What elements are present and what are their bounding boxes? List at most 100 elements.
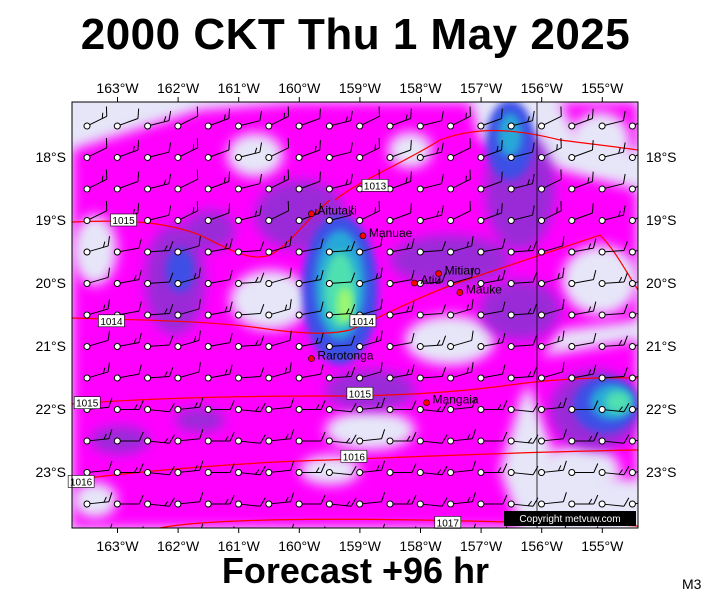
wind-barb — [356, 267, 383, 287]
isobar-label: 1015 — [346, 386, 374, 400]
wind-barb — [174, 267, 201, 287]
lon-label-top: 159°W — [339, 80, 382, 96]
wind-barb — [83, 267, 111, 287]
wind-barb — [598, 142, 626, 161]
wind-barb — [538, 200, 562, 224]
wind-barb — [386, 270, 415, 287]
wind-barb — [507, 272, 537, 287]
wind-barb — [507, 367, 537, 382]
wind-barb — [507, 173, 535, 193]
wind-barb — [598, 367, 628, 382]
wind-barbs — [83, 106, 638, 528]
lon-label-bottom: 160°W — [278, 538, 321, 554]
svg-text:1013: 1013 — [364, 181, 387, 192]
svg-text:1014: 1014 — [100, 317, 123, 328]
wind-barb — [83, 236, 111, 256]
wind-barb — [628, 245, 638, 256]
wind-barb — [83, 492, 113, 508]
wind-barb — [235, 241, 265, 256]
place-label: Rarotonga — [317, 349, 373, 363]
place-dot-icon — [423, 399, 430, 407]
wind-barb — [538, 106, 562, 130]
wind-barb — [386, 494, 417, 508]
wind-barb — [204, 171, 231, 193]
lon-label-bottom: 163°W — [96, 538, 139, 554]
wind-barb — [538, 429, 567, 445]
copyright-text: Copyright metvuw.com — [519, 514, 620, 525]
wind-barb — [204, 333, 233, 350]
isobar-label: 1013 — [361, 179, 389, 192]
wind-barb — [538, 460, 567, 476]
lon-label-top: 163°W — [96, 80, 139, 96]
lon-label-bottom: 156°W — [521, 538, 564, 554]
wind-barb — [568, 301, 597, 319]
wind-barb — [447, 106, 471, 130]
wind-barb — [265, 330, 292, 350]
wind-barb — [83, 200, 108, 224]
wind-barb — [204, 108, 231, 130]
wind-barb — [325, 367, 356, 382]
wind-barb — [598, 335, 628, 350]
wind-barb — [235, 272, 265, 287]
wind-barb — [386, 108, 412, 130]
wind-barb — [568, 108, 594, 130]
lon-label-top: 161°W — [218, 80, 261, 96]
isobar-label: 1014 — [349, 314, 377, 328]
wind-barb — [235, 367, 265, 382]
wind-barb — [265, 362, 292, 382]
lat-label-left: 23°S — [35, 464, 66, 480]
copyright-badge: Copyright metvuw.com — [504, 511, 636, 526]
wind-barb — [325, 304, 356, 319]
wind-barb — [295, 431, 326, 445]
wind-barb — [204, 270, 233, 287]
lat-label-left: 22°S — [35, 401, 66, 417]
wind-barb — [416, 205, 444, 224]
wind-barb — [598, 466, 630, 476]
wind-barb — [416, 173, 444, 193]
wind-barb — [598, 497, 630, 508]
place-mauke: Mauke — [456, 282, 502, 296]
wind-barb — [416, 335, 447, 350]
wind-barb — [144, 173, 172, 193]
wind-barb — [477, 140, 503, 161]
wind-barb — [538, 137, 562, 161]
forecast-label: Forecast +96 hr — [221, 550, 490, 591]
wind-barb — [416, 241, 447, 256]
lon-label-bottom: 155°W — [581, 538, 624, 554]
wind-barb — [83, 330, 111, 350]
wind-barb — [447, 492, 476, 508]
wind-barb — [477, 494, 508, 508]
wind-barb — [472, 523, 476, 528]
wind-barb — [325, 173, 353, 193]
wind-barb — [325, 335, 356, 350]
wind-barb — [447, 397, 476, 413]
lat-label-left: 18°S — [35, 149, 66, 165]
wind-barb — [235, 434, 266, 445]
wind-barb — [144, 272, 174, 287]
wind-barb — [325, 403, 357, 413]
isobar-label: 1014 — [98, 314, 125, 328]
wind-barb — [174, 492, 204, 508]
lon-label-top: 162°W — [157, 80, 200, 96]
lon-label-top: 157°W — [460, 80, 503, 96]
wind-barb — [113, 431, 144, 445]
wind-barb — [386, 364, 415, 382]
place-label: Mangaia — [433, 393, 479, 407]
wind-barb — [113, 494, 144, 508]
wind-barb — [447, 236, 474, 256]
lat-label-right: 22°S — [646, 401, 677, 417]
place-rarotonga: Rarotonga — [308, 349, 374, 363]
wind-barb — [295, 364, 324, 382]
wind-barb — [477, 463, 508, 476]
wind-barb — [356, 429, 386, 445]
wind-barb — [295, 400, 326, 413]
place-dot-icon — [456, 289, 464, 296]
wind-barb — [386, 301, 415, 319]
svg-text:1014: 1014 — [352, 317, 375, 328]
wind-barb — [568, 494, 599, 508]
wind-barb — [174, 397, 204, 413]
wind-barb — [598, 434, 630, 445]
wind-barb — [628, 276, 638, 287]
wind-barb — [598, 304, 628, 319]
wind-barb — [628, 339, 638, 350]
